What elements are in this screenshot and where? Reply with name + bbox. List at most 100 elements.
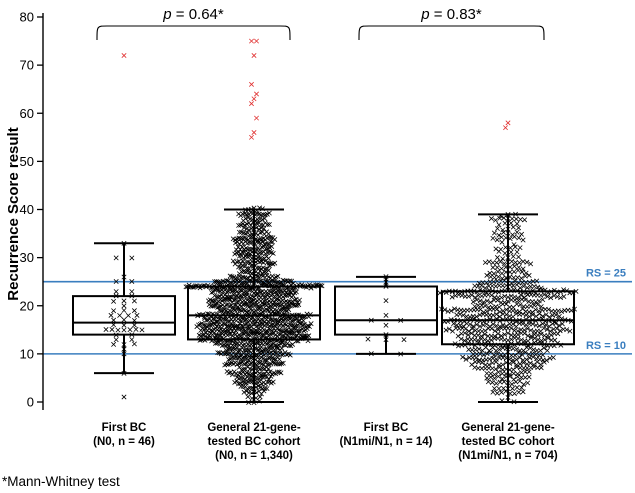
data-point — [499, 270, 505, 276]
data-point — [519, 231, 525, 237]
data-point — [526, 369, 532, 375]
data-point — [489, 360, 495, 366]
data-point — [117, 312, 123, 318]
data-point — [446, 326, 452, 332]
data-point — [482, 260, 488, 266]
data-point — [522, 217, 528, 223]
data-point — [521, 381, 527, 387]
data-point — [497, 259, 503, 265]
data-point — [211, 303, 217, 309]
data-point — [548, 332, 554, 338]
data-point — [465, 332, 471, 338]
data-point — [226, 296, 232, 302]
data-point — [129, 255, 135, 261]
outlier-point — [249, 81, 254, 87]
data-point — [131, 341, 137, 347]
data-point — [264, 386, 270, 392]
data-point — [247, 354, 253, 360]
data-point — [121, 317, 127, 323]
data-point — [477, 351, 483, 357]
data-point — [223, 302, 229, 308]
data-point — [242, 317, 248, 323]
data-point — [276, 327, 282, 333]
data-point — [550, 354, 556, 360]
data-point — [488, 299, 494, 305]
data-point — [513, 259, 519, 265]
data-point — [509, 381, 515, 387]
data-point — [482, 328, 488, 334]
data-point — [266, 241, 272, 247]
data-point — [242, 301, 248, 307]
data-point — [541, 345, 547, 351]
data-point — [230, 258, 236, 264]
data-point — [256, 357, 262, 363]
outlier-point — [254, 115, 259, 121]
data-point — [261, 366, 267, 372]
data-point — [230, 343, 236, 349]
data-point — [561, 294, 567, 300]
data-point — [491, 271, 497, 277]
data-point — [494, 226, 500, 232]
data-point — [263, 321, 269, 327]
data-point — [462, 338, 468, 344]
data-point — [236, 229, 242, 235]
data-point — [248, 278, 254, 284]
category-labels: First BC (N0, n = 46) General 21-gene-test… — [93, 422, 558, 462]
data-point — [442, 307, 448, 313]
data-point — [505, 298, 511, 304]
data-point — [470, 323, 476, 329]
data-point — [546, 306, 552, 312]
data-point — [452, 306, 457, 312]
data-point — [492, 328, 498, 334]
data-point — [242, 377, 248, 382]
data-point — [526, 374, 532, 380]
data-point — [490, 265, 496, 270]
data-point — [255, 360, 261, 366]
data-point — [215, 350, 221, 356]
data-point — [501, 215, 507, 221]
data-point — [494, 260, 500, 266]
data-point — [492, 375, 498, 381]
data-point — [383, 312, 389, 318]
data-point — [484, 272, 490, 278]
data-point — [527, 345, 533, 351]
data-point — [113, 279, 119, 285]
data-point — [509, 258, 515, 264]
data-point — [497, 314, 503, 320]
data-point — [515, 274, 521, 280]
data-point — [542, 337, 548, 343]
data-point — [469, 292, 475, 298]
category-label-line: First BC — [102, 422, 147, 434]
data-point — [108, 312, 114, 318]
data-point — [284, 332, 290, 338]
data-point — [266, 231, 272, 237]
data-point — [490, 389, 496, 395]
data-point — [496, 386, 502, 392]
p-symbol: p — [162, 6, 171, 23]
data-point — [229, 322, 235, 328]
y-tick-label: 60 — [20, 106, 34, 121]
data-point — [291, 330, 297, 336]
data-point — [247, 303, 253, 309]
data-point — [535, 284, 541, 290]
data-point — [515, 267, 521, 273]
data-point — [488, 374, 494, 380]
data-point — [257, 394, 263, 400]
iqr-box — [72, 295, 176, 336]
data-point — [293, 289, 299, 295]
data-point — [528, 327, 534, 333]
data-point — [488, 371, 494, 377]
data-point — [254, 340, 260, 346]
data-point — [222, 321, 228, 327]
data-point — [232, 302, 238, 308]
data-point — [121, 307, 127, 313]
data-point — [486, 259, 492, 265]
data-point — [262, 266, 268, 272]
data-point — [518, 275, 524, 281]
data-point — [462, 330, 468, 336]
data-point — [239, 323, 245, 329]
data-point — [481, 352, 487, 358]
category-label-line: (N0, n = 46) — [93, 436, 155, 448]
data-point — [495, 297, 501, 303]
data-point — [509, 280, 515, 286]
